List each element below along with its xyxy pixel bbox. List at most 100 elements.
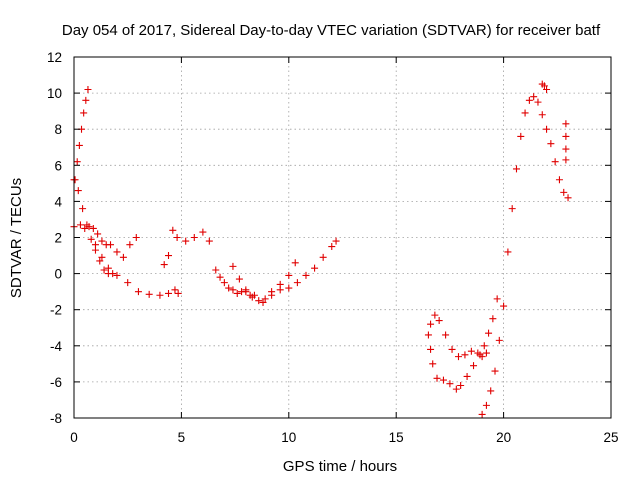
data-points: [70, 80, 572, 418]
data-point: [555, 176, 563, 184]
data-point: [83, 221, 91, 229]
data-point: [467, 347, 475, 355]
y-tick-label: 2: [54, 231, 62, 246]
x-tick-label: 25: [603, 430, 618, 445]
data-point: [84, 85, 92, 93]
data-point: [448, 345, 456, 353]
data-point: [429, 360, 437, 368]
data-point: [173, 234, 181, 241]
data-point: [525, 96, 533, 104]
data-point: [435, 317, 443, 325]
data-point: [81, 224, 89, 232]
data-point: [276, 286, 284, 294]
data-point: [169, 226, 177, 234]
data-point: [190, 234, 198, 241]
data-point: [500, 302, 508, 310]
data-point: [463, 372, 471, 380]
data-point: [446, 380, 454, 388]
data-point: [504, 248, 512, 256]
data-point: [76, 221, 84, 229]
data-point: [87, 235, 95, 243]
data-point: [540, 82, 548, 90]
y-axis-label: SDTVAR / TECUs: [8, 178, 25, 298]
y-tick-label: -6: [50, 375, 62, 390]
data-point: [482, 401, 490, 409]
data-point: [98, 253, 106, 261]
data-point: [242, 286, 250, 294]
data-point: [165, 252, 173, 260]
data-point: [248, 293, 256, 301]
y-tick-label: -4: [50, 339, 62, 354]
data-point: [543, 125, 551, 133]
data-point: [107, 241, 115, 249]
data-point: [205, 237, 213, 245]
chart-title: Day 054 of 2017, Sidereal Day-to-day VTE…: [62, 22, 601, 39]
y-tick-label: 6: [54, 158, 62, 173]
y-tick-label: 12: [47, 50, 62, 65]
data-point: [470, 362, 478, 370]
data-point: [562, 132, 570, 140]
data-point: [165, 289, 173, 297]
data-point: [562, 120, 570, 128]
data-point: [560, 188, 568, 196]
data-point: [433, 374, 441, 382]
data-point: [285, 284, 293, 292]
data-point: [452, 385, 460, 393]
data-point: [485, 329, 493, 337]
data-point: [427, 345, 435, 353]
data-point: [487, 387, 495, 395]
x-tick-label: 20: [496, 430, 511, 445]
data-point: [229, 262, 237, 270]
data-point: [328, 243, 336, 251]
grid-lines: [74, 57, 611, 418]
data-point: [174, 289, 182, 297]
data-point: [235, 275, 243, 283]
data-point: [457, 382, 465, 390]
data-point: [171, 286, 179, 294]
data-point: [89, 224, 97, 232]
y-tick-label: 0: [54, 267, 62, 282]
data-point: [291, 259, 299, 267]
data-point: [109, 270, 117, 278]
data-point: [79, 205, 87, 213]
data-point: [521, 109, 529, 117]
data-point: [94, 230, 102, 238]
data-point: [562, 156, 570, 164]
y-tick-label: 10: [47, 86, 62, 101]
data-point: [551, 158, 559, 166]
y-tick-label: 4: [54, 194, 62, 209]
data-point: [508, 205, 516, 213]
data-point: [427, 320, 435, 328]
y-tick-labels: -8 -6 -4 -2 0 2 4 6 8 10 12: [47, 50, 63, 426]
data-point: [132, 234, 140, 241]
data-point: [80, 109, 88, 117]
x-tick-label: 10: [281, 430, 296, 445]
data-point: [547, 140, 555, 148]
data-point: [564, 194, 572, 202]
data-point: [512, 165, 520, 173]
data-point: [538, 111, 546, 119]
data-point: [534, 98, 542, 106]
data-point: [478, 410, 486, 418]
data-point: [74, 187, 82, 195]
x-tick-labels: 0 5 10 15 20 25: [70, 430, 618, 445]
data-point: [454, 353, 462, 361]
data-point: [261, 295, 269, 303]
x-tick-label: 5: [178, 430, 186, 445]
y-tick-label: -8: [50, 411, 62, 426]
x-tick-label: 0: [70, 430, 78, 445]
data-point: [259, 298, 267, 306]
data-point: [424, 331, 432, 339]
data-point: [98, 237, 106, 245]
data-point: [113, 248, 121, 256]
data-point: [517, 132, 525, 140]
data-point: [145, 290, 153, 298]
data-point: [182, 237, 190, 245]
data-point: [480, 342, 488, 350]
data-point: [212, 266, 220, 274]
data-point: [474, 349, 482, 357]
data-point: [119, 253, 127, 261]
data-point: [91, 246, 99, 254]
data-point: [268, 291, 276, 299]
data-point: [229, 286, 237, 294]
